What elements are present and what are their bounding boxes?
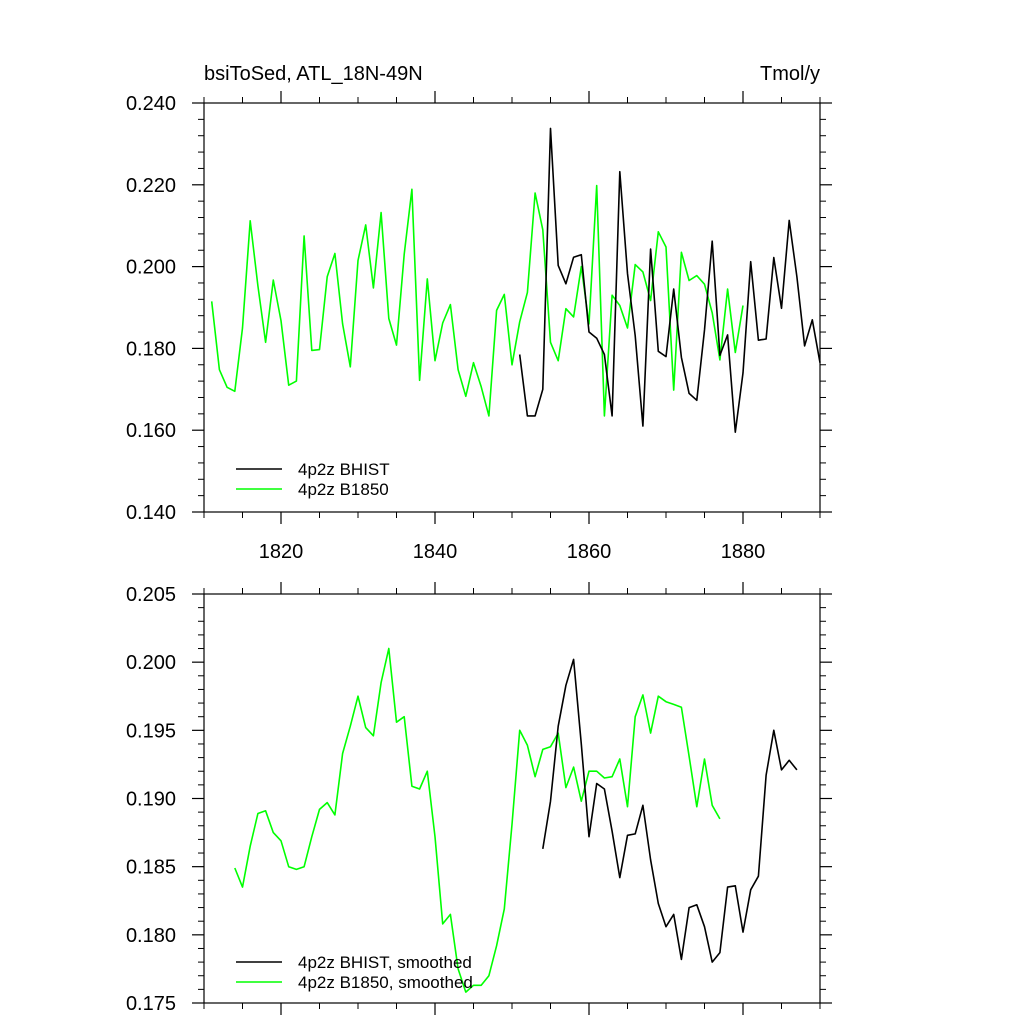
units-label: Tmol/y — [760, 63, 820, 85]
tick-layer: 0.175 0.180 0.185 0.190 0.195 0.200 0.205 — [126, 582, 832, 1015]
legend: 4p2z BHIST 4p2z B1850 — [236, 460, 390, 499]
x-tick-label: 1860 — [567, 541, 612, 563]
y-tick-label: 0.200 — [126, 257, 176, 279]
legend-label-bhist-smoothed: 4p2z BHIST, smoothed — [298, 953, 472, 972]
y-tick-label: 0.180 — [126, 338, 176, 360]
y-tick-label: 0.195 — [126, 720, 176, 742]
chart-title: bsiToSed, ATL_18N-49N — [204, 63, 423, 85]
y-tick-label: 0.190 — [126, 789, 176, 811]
top-chart-panel: bsiToSed, ATL_18N-49N Tmol/y 0.1400.1600… — [126, 63, 832, 563]
y-tick-label: 0.185 — [126, 857, 176, 879]
y-tick-label: 0.200 — [126, 652, 176, 674]
series-layer — [234, 647, 798, 993]
series-layer — [210, 127, 821, 434]
tick-layer: 0.140 0.160 0.180 0.200 0.220 0.240 1820 1840 18… — [126, 91, 832, 563]
y-tick-label: 0.205 — [126, 584, 176, 606]
series-line-4p2z-b1850 — [210, 184, 744, 417]
y-tick-label: 0.220 — [126, 175, 176, 197]
plot-frame — [203, 102, 821, 513]
x-tick-label: 1820 — [259, 541, 304, 563]
x-tick-label: 1840 — [413, 541, 458, 563]
plot-frame — [203, 593, 821, 1004]
series-line-4p2z-bhist-smoothed — [542, 658, 798, 963]
series-line-4p2z-b1850-smoothed — [234, 647, 721, 993]
legend: 4p2z BHIST, smoothed 4p2z B1850, smoothe… — [236, 953, 473, 992]
series-line-4p2z-bhist — [518, 127, 821, 434]
y-tick-label: 0.180 — [126, 925, 176, 947]
legend-label-bhist: 4p2z BHIST — [298, 460, 390, 479]
bottom-chart-panel: 0.175 0.180 0.185 0.190 0.195 0.200 0.205 4p2z… — [126, 582, 832, 1015]
legend-label-b1850: 4p2z B1850 — [298, 480, 389, 499]
y-tick-label: 0.160 — [126, 420, 176, 442]
y-tick-label: 0.140 — [126, 502, 176, 524]
y-tick-label: 0.175 — [126, 993, 176, 1015]
legend-label-b1850-smoothed: 4p2z B1850, smoothed — [298, 973, 473, 992]
y-tick-label: 0.240 — [126, 93, 176, 115]
x-tick-label: 1880 — [721, 541, 766, 563]
